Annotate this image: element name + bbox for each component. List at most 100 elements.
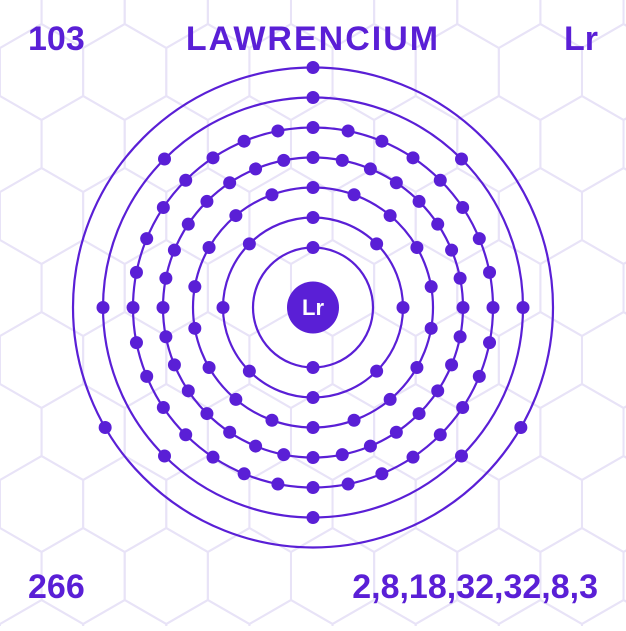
electron <box>364 440 377 453</box>
electron <box>188 322 201 335</box>
electron <box>336 154 349 167</box>
nucleus-label: Lr <box>302 295 324 320</box>
electron <box>203 241 216 254</box>
electron <box>390 176 403 189</box>
electron <box>431 384 444 397</box>
electron-config: 2,8,18,32,32,8,3 <box>352 568 598 607</box>
electron <box>434 428 447 441</box>
electron <box>223 176 236 189</box>
electron <box>158 153 171 166</box>
element-symbol: Lr <box>564 20 598 59</box>
electron <box>168 358 181 371</box>
electron <box>307 181 320 194</box>
element-card: 103 LAWRENCIUM Lr 266 2,8,18,32,32,8,3 L… <box>0 0 626 626</box>
electron <box>483 336 496 349</box>
electron <box>265 414 278 427</box>
electron <box>238 135 251 148</box>
electron <box>130 266 143 279</box>
electron <box>203 361 216 374</box>
electron <box>407 151 420 164</box>
electron <box>375 135 388 148</box>
electron <box>99 421 112 434</box>
electron <box>217 301 230 314</box>
electron <box>445 244 458 257</box>
electron <box>370 365 383 378</box>
electron <box>157 401 170 414</box>
atomic-number: 103 <box>28 20 85 59</box>
electron <box>157 301 170 314</box>
electron <box>348 414 361 427</box>
electron <box>473 370 486 383</box>
element-name: LAWRENCIUM <box>186 20 440 59</box>
electron <box>307 61 320 74</box>
electron <box>249 162 262 175</box>
electron <box>307 481 320 494</box>
electron <box>307 451 320 464</box>
electron <box>182 218 195 231</box>
electron <box>140 370 153 383</box>
electron <box>179 174 192 187</box>
electron <box>158 449 171 462</box>
electron <box>364 162 377 175</box>
electron <box>342 124 355 137</box>
electron <box>336 448 349 461</box>
electron <box>413 407 426 420</box>
atomic-mass: 266 <box>28 568 85 607</box>
electron <box>455 153 468 166</box>
electron <box>483 266 496 279</box>
electron <box>182 384 195 397</box>
electron <box>243 237 256 250</box>
electron <box>159 272 172 285</box>
electron <box>410 361 423 374</box>
atom-diagram: Lr <box>63 57 564 563</box>
electron <box>271 124 284 137</box>
electron <box>307 511 320 524</box>
electron <box>206 151 219 164</box>
electron <box>455 449 468 462</box>
electron <box>200 407 213 420</box>
electron <box>157 201 170 214</box>
electron <box>179 428 192 441</box>
electron <box>188 280 201 293</box>
electron <box>249 440 262 453</box>
electron <box>410 241 423 254</box>
electron <box>517 301 530 314</box>
electron <box>445 358 458 371</box>
electron <box>229 209 242 222</box>
electron <box>457 301 470 314</box>
electron <box>307 211 320 224</box>
electron <box>375 467 388 480</box>
electron <box>223 426 236 439</box>
electron <box>425 280 438 293</box>
electron <box>348 188 361 201</box>
electron <box>97 301 110 314</box>
electron <box>277 448 290 461</box>
electron <box>456 201 469 214</box>
electron <box>397 301 410 314</box>
electron <box>277 154 290 167</box>
electron <box>238 467 251 480</box>
electron <box>413 195 426 208</box>
electron <box>307 241 320 254</box>
electron <box>265 188 278 201</box>
electron <box>425 322 438 335</box>
electron <box>229 393 242 406</box>
electron <box>159 330 172 343</box>
electron <box>307 151 320 164</box>
electron <box>384 393 397 406</box>
electron <box>514 421 527 434</box>
electron <box>342 478 355 491</box>
electron <box>473 232 486 245</box>
electron <box>434 174 447 187</box>
electron <box>370 237 383 250</box>
electron <box>307 361 320 374</box>
electron <box>200 195 213 208</box>
electron <box>487 301 500 314</box>
electron <box>407 451 420 464</box>
electron <box>206 451 219 464</box>
electron <box>271 478 284 491</box>
electron <box>454 272 467 285</box>
electron <box>130 336 143 349</box>
electron <box>431 218 444 231</box>
electron <box>454 330 467 343</box>
